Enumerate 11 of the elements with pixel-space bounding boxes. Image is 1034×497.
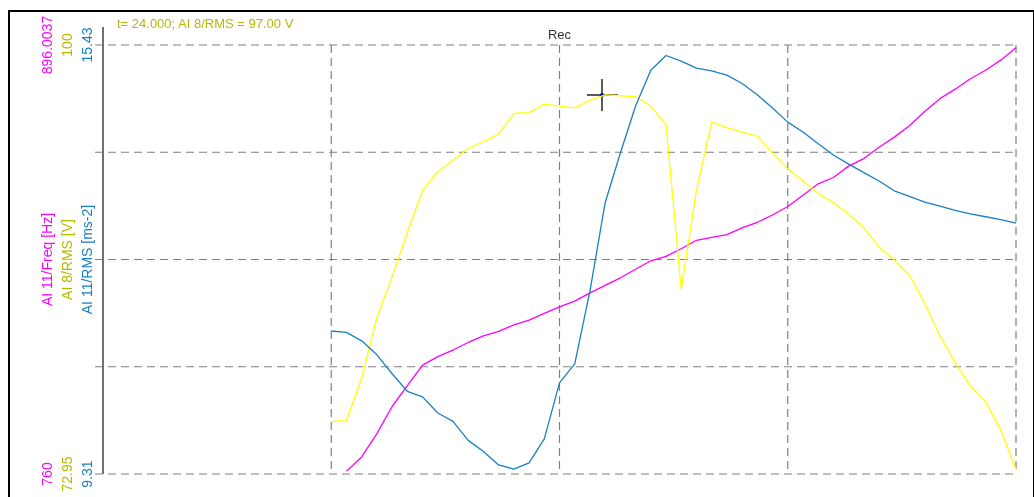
y2-tick-label: 72.95 bbox=[59, 456, 75, 492]
text: t= 24.000; AI 8/RMS = 97.00 V bbox=[117, 16, 294, 31]
text: Rec bbox=[547, 27, 572, 42]
y-tick-label: 896.0037 bbox=[39, 15, 55, 75]
y2-tick-label: 100 bbox=[59, 33, 75, 57]
y3-tick-label: 15.43 bbox=[79, 27, 95, 63]
y2-axis-title: AI 8/RMS [V] bbox=[59, 219, 75, 300]
y-tick-label: 760 bbox=[39, 462, 55, 486]
y3-axis-title: AI 11/RMS [ms-2] bbox=[79, 204, 95, 315]
y-axis-title: AI 11/Freq [Hz] bbox=[39, 212, 55, 307]
y3-tick-label: 9.31 bbox=[79, 460, 95, 488]
